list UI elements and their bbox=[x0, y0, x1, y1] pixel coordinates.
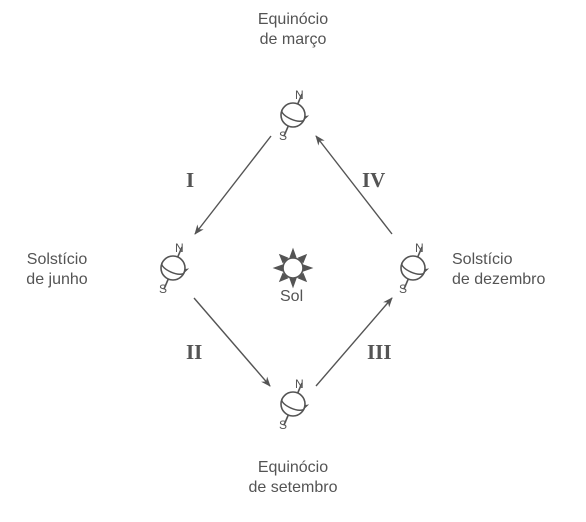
earth-right bbox=[399, 241, 426, 296]
earth-top bbox=[279, 88, 306, 143]
arrow-II bbox=[194, 298, 270, 386]
earth-bottom bbox=[279, 377, 306, 432]
sun-icon bbox=[275, 250, 311, 286]
earth-left bbox=[159, 241, 186, 296]
diagram-svg: N S bbox=[0, 0, 586, 522]
arrow-III bbox=[316, 298, 392, 386]
arrow-I bbox=[195, 136, 271, 234]
arrow-IV bbox=[316, 136, 392, 234]
